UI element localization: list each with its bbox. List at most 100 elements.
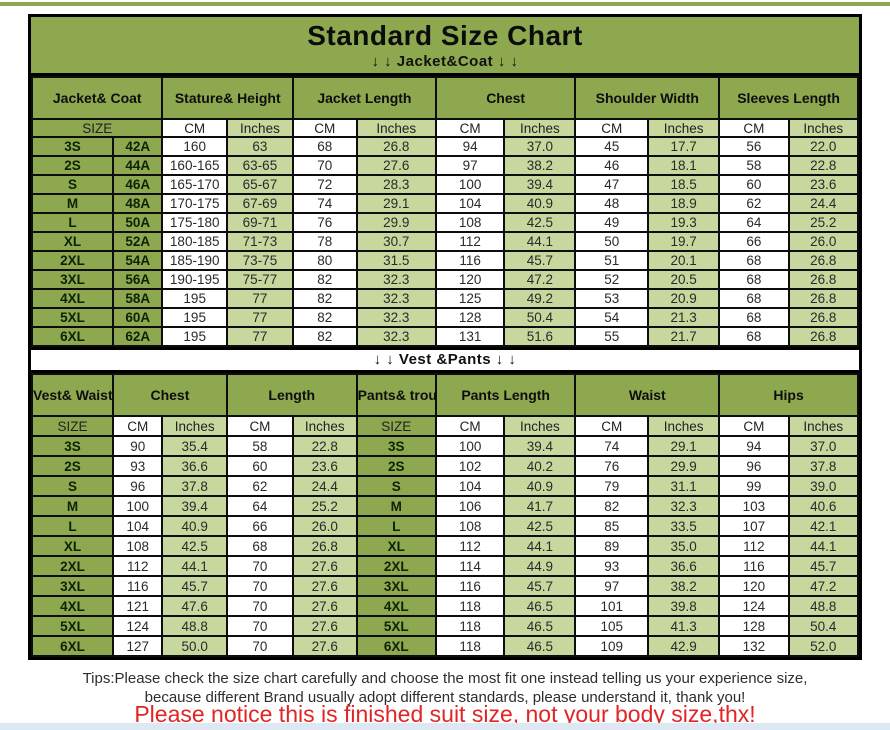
value-cell: 25.2 xyxy=(787,212,860,233)
value-cell: 50 xyxy=(574,231,650,252)
value-cell: 44.1 xyxy=(503,535,577,557)
value-cell: 21.3 xyxy=(647,307,721,328)
value-cell: 63-65 xyxy=(225,155,294,176)
size-cell: 3XL xyxy=(355,575,437,597)
column-group-header-row: Jacket& Coat Stature& Height Jacket Leng… xyxy=(30,76,859,120)
value-cell: 45.7 xyxy=(161,575,228,597)
unit-header-cell: Inches xyxy=(161,415,228,437)
size-cell: 54A xyxy=(111,250,164,271)
value-cell: 62 xyxy=(718,193,790,214)
value-cell: 112 xyxy=(111,555,164,577)
value-cell: 94 xyxy=(434,136,506,157)
value-cell: 131 xyxy=(434,326,506,347)
value-cell: 104 xyxy=(434,475,506,497)
size-cell: 4XL xyxy=(31,595,114,617)
size-cell: 62A xyxy=(111,326,164,347)
value-cell: 39.4 xyxy=(503,174,577,195)
value-cell: 40.2 xyxy=(503,455,577,477)
value-cell: 42.5 xyxy=(503,212,577,233)
value-cell: 107 xyxy=(718,515,790,537)
size-cell: XL xyxy=(31,231,114,252)
value-cell: 55 xyxy=(574,326,650,347)
table-row: M 100 39.4 64 25.2 M 106 41.7 82 32.3 103 40.6 xyxy=(31,495,860,517)
table-row: 3S 42A 160 63 68 26.8 94 37.0 45 17.7 56 22.0 xyxy=(31,136,860,157)
unit-header-cell: Inches xyxy=(503,415,577,437)
unit-header-cell: CM xyxy=(291,118,358,138)
size-cell: 4XL xyxy=(355,595,437,617)
value-cell: 80 xyxy=(291,250,358,271)
size-cell: M xyxy=(31,495,114,517)
value-cell: 112 xyxy=(718,535,790,557)
value-cell: 20.1 xyxy=(647,250,721,271)
unit-header-cell: CM xyxy=(161,118,228,138)
size-cell: M xyxy=(31,193,114,214)
value-cell: 68 xyxy=(718,288,790,309)
size-cell: 6XL xyxy=(355,635,437,657)
value-cell: 82 xyxy=(291,326,358,347)
value-cell: 48.8 xyxy=(161,615,228,637)
value-cell: 70 xyxy=(225,615,294,637)
size-cell: 2XL xyxy=(31,555,114,577)
value-cell: 76 xyxy=(291,212,358,233)
size-cell: S xyxy=(355,475,437,497)
value-cell: 25.2 xyxy=(291,495,358,517)
title-block: Standard Size Chart ↓ ↓ Jacket&Coat ↓ ↓ xyxy=(31,17,859,76)
value-cell: 44.9 xyxy=(503,555,577,577)
column-group-header: Jacket& Coat xyxy=(30,76,164,120)
value-cell: 48.8 xyxy=(787,595,860,617)
value-cell: 102 xyxy=(434,455,506,477)
value-cell: 37.8 xyxy=(787,455,860,477)
value-cell: 32.3 xyxy=(647,495,721,517)
value-cell: 77 xyxy=(225,307,294,328)
value-cell: 112 xyxy=(434,535,506,557)
value-cell: 41.3 xyxy=(647,615,721,637)
value-cell: 53 xyxy=(574,288,650,309)
value-cell: 64 xyxy=(718,212,790,233)
value-cell: 100 xyxy=(111,495,164,517)
value-cell: 47.2 xyxy=(787,575,860,597)
table-row: S 96 37.8 62 24.4 S 104 40.9 79 31.1 99 39.0 xyxy=(31,475,860,497)
size-cell: S xyxy=(31,475,114,497)
value-cell: 120 xyxy=(718,575,790,597)
value-cell: 40.9 xyxy=(161,515,228,537)
value-cell: 26.8 xyxy=(355,136,437,157)
unit-header-cell: Inches xyxy=(647,118,721,138)
value-cell: 26.0 xyxy=(291,515,358,537)
size-cell: 6XL xyxy=(31,326,114,347)
value-cell: 195 xyxy=(161,288,228,309)
column-group-header: Vest& Waistcoat xyxy=(31,373,114,417)
value-cell: 128 xyxy=(434,307,506,328)
size-header-cell: SIZE xyxy=(30,118,164,138)
column-group-header-row: Vest& Waistcoat Chest Length Pants& trou… xyxy=(31,373,859,417)
value-cell: 70 xyxy=(225,555,294,577)
value-cell: 18.1 xyxy=(647,155,721,176)
value-cell: 90 xyxy=(111,435,164,457)
column-group-header: Jacket Length xyxy=(291,76,437,120)
value-cell: 68 xyxy=(291,136,358,157)
size-cell: 3XL xyxy=(31,269,114,290)
column-group-header: Shoulder Width xyxy=(574,76,721,120)
value-cell: 21.7 xyxy=(647,326,721,347)
value-cell: 45.7 xyxy=(503,250,577,271)
value-cell: 39.0 xyxy=(787,475,860,497)
value-cell: 170-175 xyxy=(161,193,228,214)
column-group-header: Waist xyxy=(574,373,721,417)
value-cell: 22.8 xyxy=(787,155,860,176)
value-cell: 68 xyxy=(718,250,790,271)
value-cell: 42.9 xyxy=(647,635,721,657)
value-cell: 79 xyxy=(574,475,650,497)
value-cell: 180-185 xyxy=(161,231,228,252)
value-cell: 19.3 xyxy=(647,212,721,233)
value-cell: 105 xyxy=(574,615,650,637)
value-cell: 46.5 xyxy=(503,635,577,657)
value-cell: 165-170 xyxy=(161,174,228,195)
value-cell: 32.3 xyxy=(355,326,437,347)
section-label-vest-pants: ↓ ↓ Vest &Pants ↓ ↓ xyxy=(31,347,859,373)
value-cell: 100 xyxy=(434,174,506,195)
value-cell: 99 xyxy=(718,475,790,497)
value-cell: 39.8 xyxy=(647,595,721,617)
unit-header-cell: CM xyxy=(434,118,506,138)
value-cell: 29.1 xyxy=(355,193,437,214)
value-cell: 38.2 xyxy=(503,155,577,176)
